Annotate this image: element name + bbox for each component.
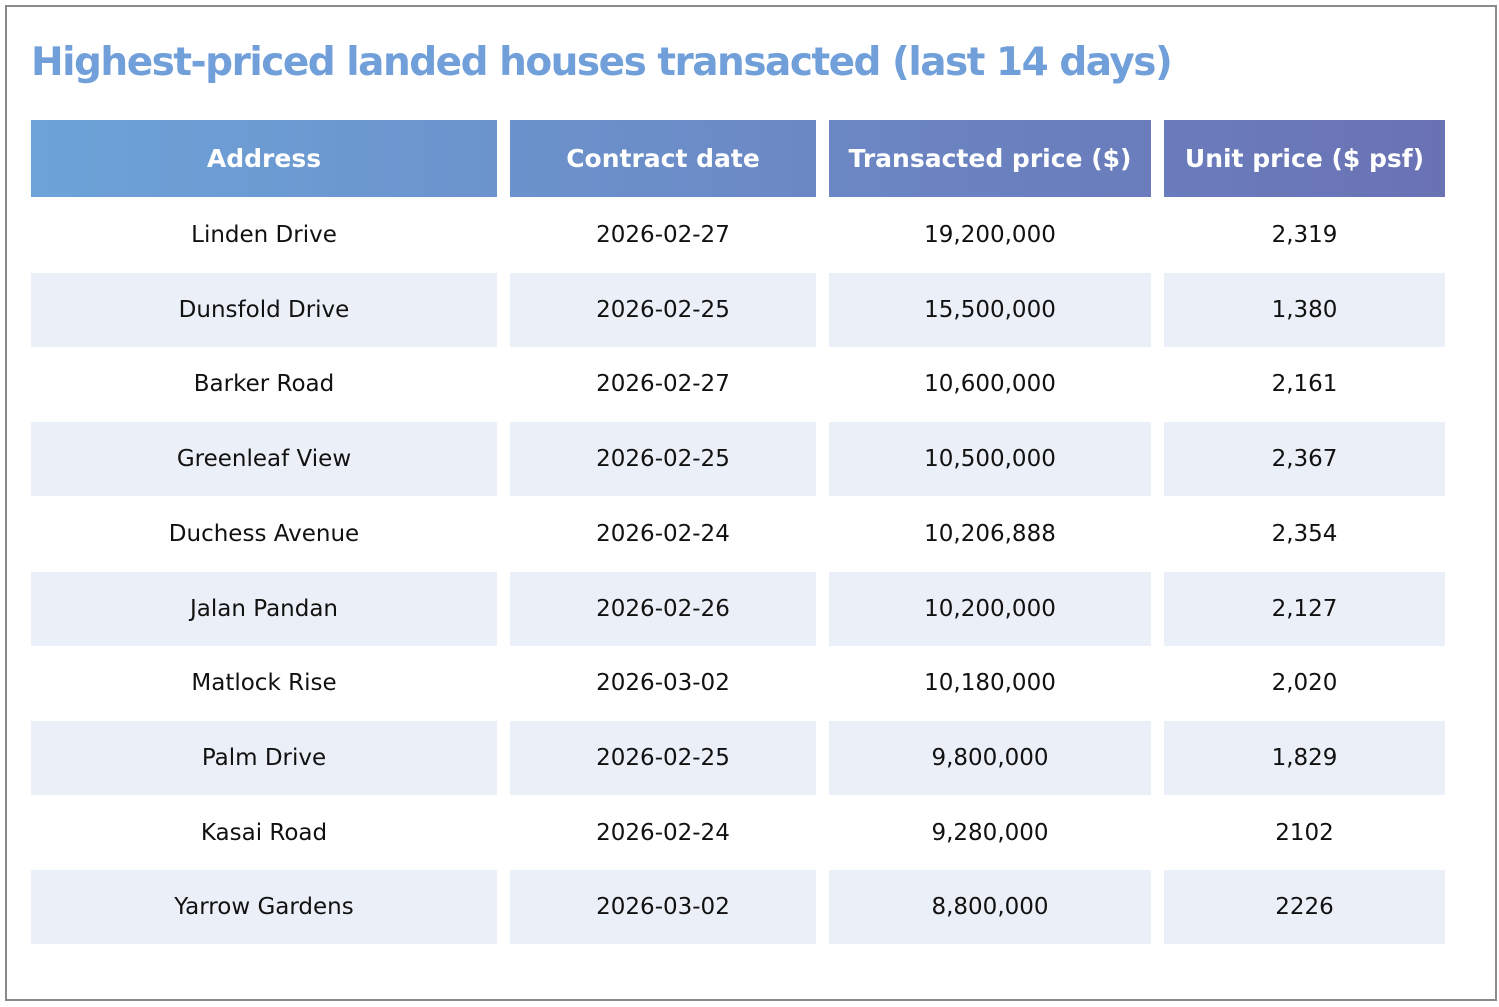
- table-cell: Greenleaf View: [31, 422, 497, 497]
- table-cell: 19,200,000: [829, 198, 1151, 272]
- table-cell: 2026-02-25: [510, 272, 816, 347]
- table-cell: 2026-02-26: [510, 571, 816, 646]
- table-cell: 2026-02-24: [510, 496, 816, 571]
- header-gap: [816, 120, 829, 197]
- table-cell: 2026-02-25: [510, 720, 816, 795]
- table-cell: Dunsfold Drive: [31, 272, 497, 347]
- header-gap: [1151, 120, 1164, 197]
- title: Highest-priced landed houses transacted …: [31, 40, 1173, 85]
- header-cell: Transacted price ($): [848, 144, 1132, 173]
- table-cell: 10,600,000: [829, 347, 1151, 422]
- table-cell: 10,180,000: [829, 646, 1151, 721]
- table-cell: Kasai Road: [31, 795, 497, 870]
- table-cell: 10,500,000: [829, 422, 1151, 497]
- table-cell: 2,020: [1164, 646, 1445, 721]
- table-cell: 15,500,000: [829, 272, 1151, 347]
- frame: [5, 5, 1497, 1001]
- header-cell: Unit price ($ psf): [1184, 144, 1425, 173]
- table-cell: 2026-03-02: [510, 870, 816, 945]
- table-cell: Duchess Avenue: [31, 496, 497, 571]
- table-cell: 2026-02-25: [510, 422, 816, 497]
- table-cell: 2,354: [1164, 496, 1445, 571]
- table-cell: 2026-02-27: [510, 347, 816, 422]
- table-cell: Jalan Pandan: [31, 571, 497, 646]
- table-cell: 2,367: [1164, 422, 1445, 497]
- table-cell: 10,200,000: [829, 571, 1151, 646]
- table-cell: 8,800,000: [829, 870, 1151, 945]
- table-cell: 2026-02-27: [510, 198, 816, 272]
- table-cell: 2,161: [1164, 347, 1445, 422]
- table-cell: 2026-02-24: [510, 795, 816, 870]
- table-cell: 2,127: [1164, 571, 1445, 646]
- table-cell: 2102: [1164, 795, 1445, 870]
- table-cell: 9,800,000: [829, 720, 1151, 795]
- table-cell: 1,829: [1164, 720, 1445, 795]
- table-cell: 9,280,000: [829, 795, 1151, 870]
- table-cell: 2,319: [1164, 198, 1445, 272]
- header-cell: Address: [206, 144, 322, 173]
- header-gap: [497, 120, 510, 197]
- table-cell: 10,206,888: [829, 496, 1151, 571]
- table-cell: 2226: [1164, 870, 1445, 945]
- table-cell: Yarrow Gardens: [31, 870, 497, 945]
- table-cell: 2026-03-02: [510, 646, 816, 721]
- header-background: [31, 120, 1445, 197]
- table-cell: Barker Road: [31, 347, 497, 422]
- table-cell: Palm Drive: [31, 720, 497, 795]
- table-cell: 1,380: [1164, 272, 1445, 347]
- table-cell: Linden Drive: [31, 198, 497, 272]
- header-cell: Contract date: [566, 144, 760, 173]
- table-cell: Matlock Rise: [31, 646, 497, 721]
